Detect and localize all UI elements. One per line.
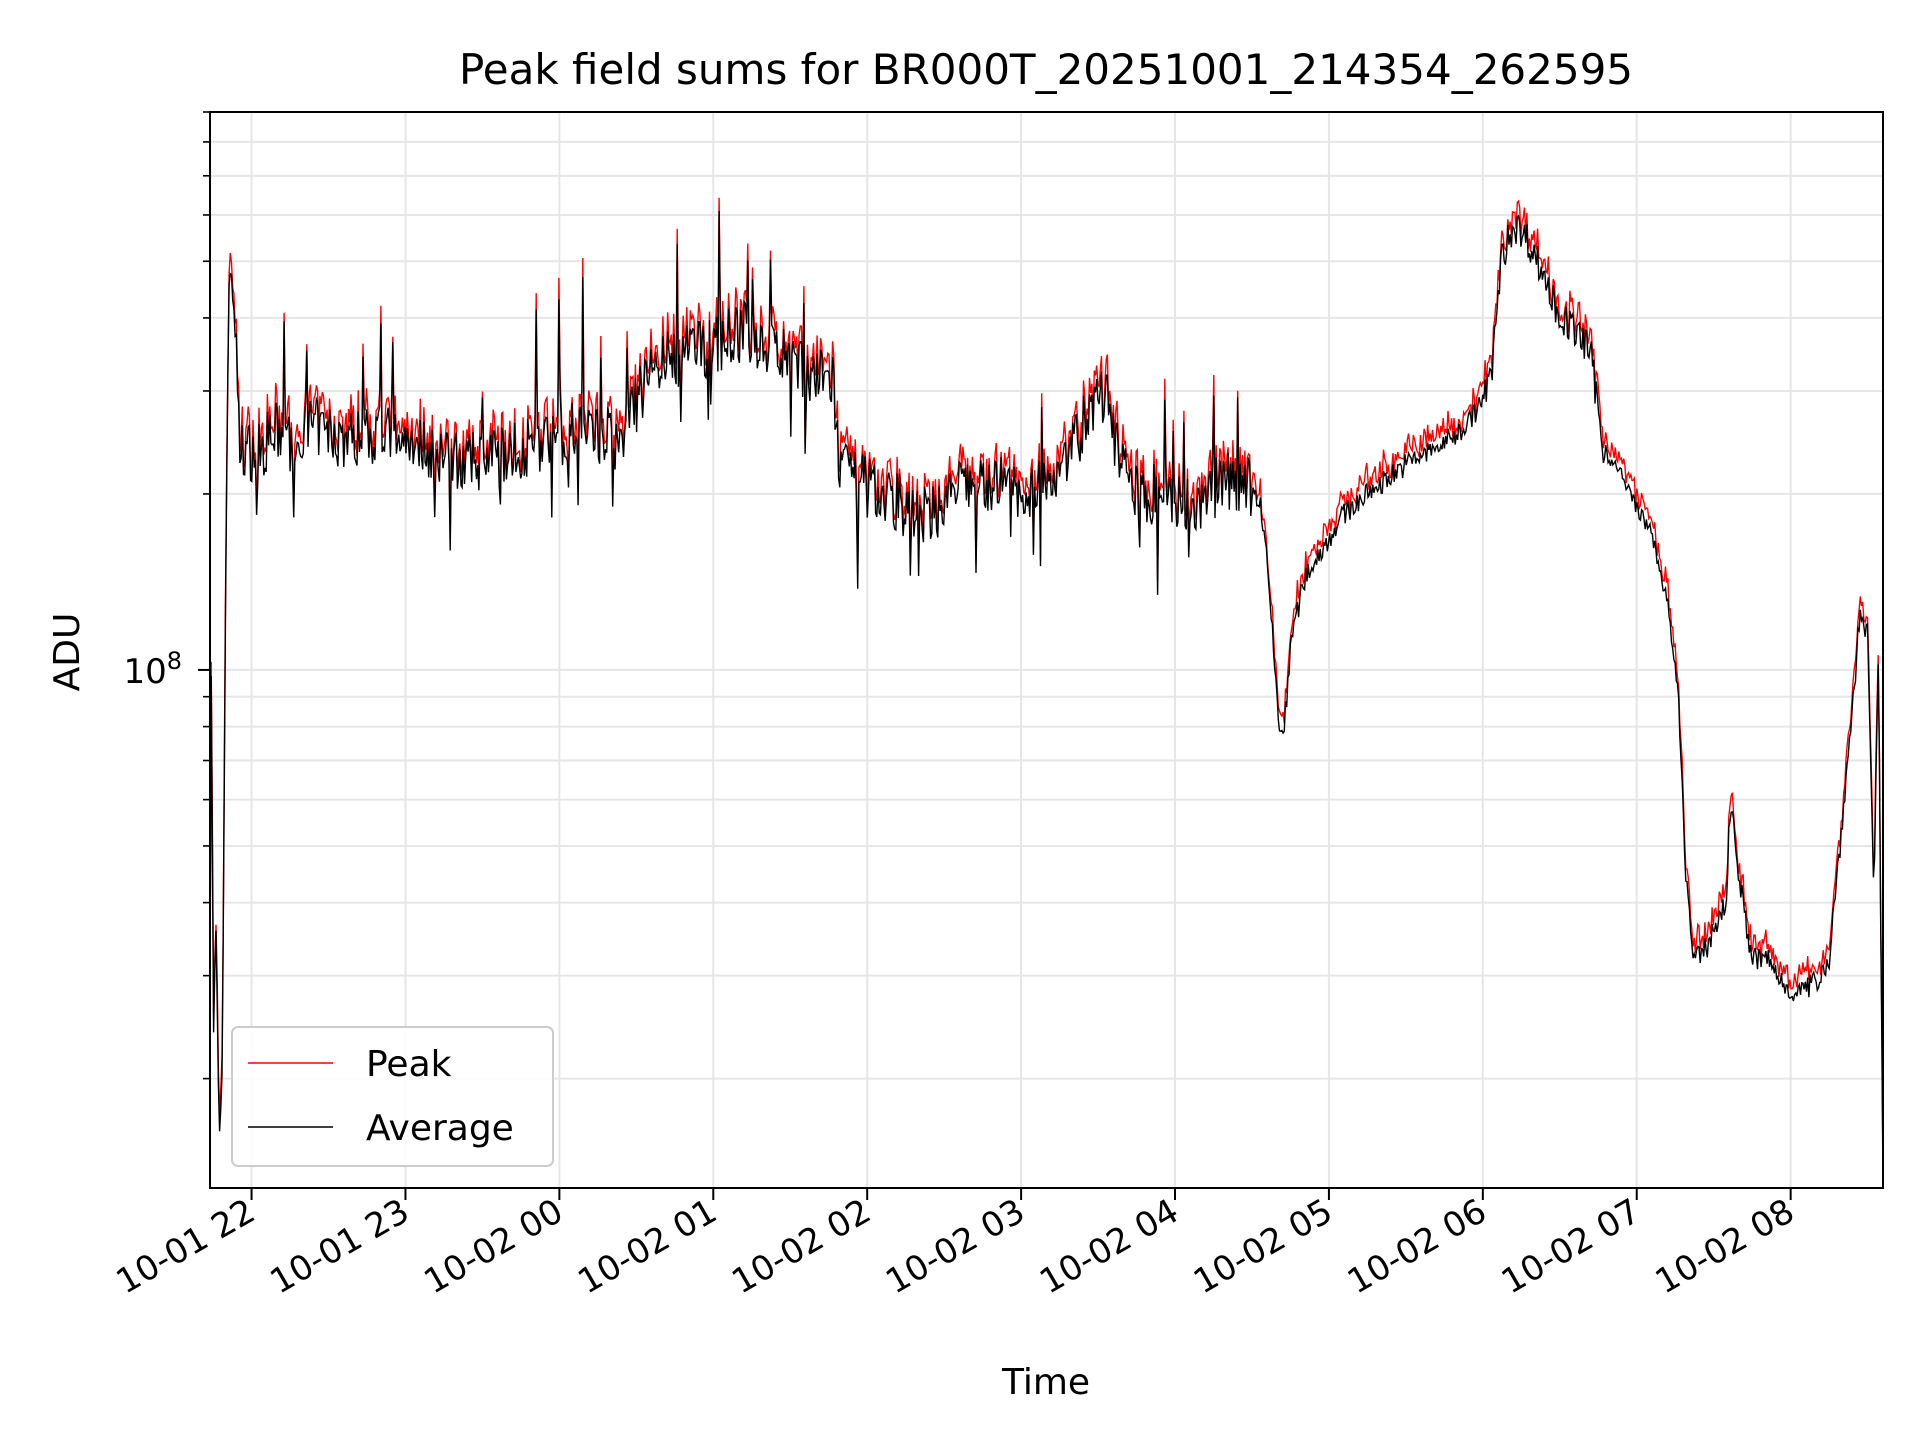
x-tick-label-6: 10-02 04 (1033, 1191, 1185, 1302)
legend-box (231, 1026, 554, 1167)
x-tick-label-2: 10-02 00 (417, 1191, 569, 1302)
y-axis-label: ADU (47, 613, 88, 692)
chart-title: Peak field sums for BR000T_20251001_2143… (459, 45, 1633, 94)
x-axis-label: Time (1001, 1362, 1090, 1403)
series-line-average (209, 210, 1884, 1186)
y-tick-label-0: 108 (123, 647, 182, 692)
x-tick-label-10: 10-02 08 (1649, 1191, 1801, 1302)
series-layer (209, 197, 1884, 1186)
legend-label-average: Average (366, 1108, 514, 1149)
legend-label-peak: Peak (366, 1044, 452, 1085)
plot-frame (209, 111, 1884, 1189)
x-tick-label-1: 10-01 23 (264, 1191, 416, 1302)
x-tick-label-4: 10-02 02 (725, 1191, 877, 1302)
x-tick-label-7: 10-02 05 (1187, 1191, 1339, 1302)
x-tick-label-5: 10-02 03 (879, 1191, 1031, 1302)
legend: Peak Average (231, 1026, 554, 1167)
x-tick-label-8: 10-02 06 (1341, 1191, 1493, 1302)
x-tick-label-9: 10-02 07 (1495, 1191, 1647, 1302)
x-tick-label-3: 10-02 01 (571, 1191, 723, 1302)
x-tick-label-0: 10-01 22 (110, 1191, 262, 1302)
